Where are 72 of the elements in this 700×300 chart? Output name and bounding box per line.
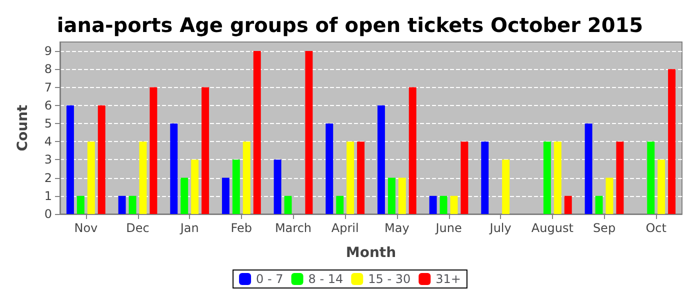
- chart-title: iana-ports Age groups of open tickets October 2015: [56, 13, 644, 37]
- x-tick-label: Oct: [646, 221, 667, 235]
- y-tick-label: 7: [44, 80, 52, 94]
- bar: [128, 196, 136, 214]
- bar: [336, 196, 344, 214]
- legend-label: 15 - 30: [368, 272, 411, 286]
- bar: [357, 142, 365, 214]
- legend-label: 31+: [436, 272, 461, 286]
- x-tick-label: April: [331, 221, 359, 235]
- y-tick-label: 1: [44, 188, 52, 203]
- bar: [668, 69, 676, 214]
- bar: [658, 160, 666, 214]
- y-tick-label: 3: [44, 152, 52, 167]
- x-tick-label: March: [274, 221, 312, 235]
- bar: [606, 178, 614, 214]
- bar: [584, 123, 592, 214]
- legend-label: 8 - 14: [308, 272, 344, 286]
- bar: [284, 196, 292, 214]
- bar: [98, 105, 106, 214]
- bar: [346, 142, 354, 214]
- x-tick-label: Sep: [592, 221, 616, 235]
- bar: [554, 142, 562, 214]
- bar: [326, 123, 334, 214]
- bar: [450, 196, 458, 214]
- bar: [440, 196, 448, 214]
- x-tick-label: May: [384, 221, 410, 235]
- y-axis-title: Count: [15, 104, 31, 152]
- bar: [647, 142, 655, 214]
- bar: [66, 105, 74, 214]
- x-tick-label: Feb: [230, 221, 252, 235]
- bar: [150, 87, 158, 214]
- bar: [180, 178, 188, 214]
- bar: [388, 178, 396, 214]
- bar: [222, 178, 230, 214]
- y-tick-label: 6: [44, 98, 52, 112]
- bar: [398, 178, 406, 214]
- bar: [253, 51, 261, 214]
- bar: [191, 160, 199, 214]
- y-tick-label: 2: [44, 170, 52, 185]
- bar: [616, 142, 624, 214]
- bar: [232, 160, 240, 214]
- bar: [564, 196, 572, 214]
- y-tick-label: 9: [44, 44, 52, 58]
- x-tick-label: Jan: [179, 221, 199, 235]
- bar: [76, 196, 84, 214]
- bar: [502, 160, 510, 214]
- bar: [274, 160, 282, 214]
- bar: [543, 142, 551, 214]
- bar: [481, 142, 489, 214]
- x-tick-label: July: [488, 221, 512, 235]
- x-tick-label: Nov: [74, 221, 98, 235]
- bar: [139, 142, 147, 214]
- x-axis-title: Month: [346, 245, 396, 261]
- bar: [305, 51, 313, 214]
- bar: [202, 87, 210, 214]
- bar: [118, 196, 126, 214]
- bar: [377, 105, 385, 214]
- legend-label: 0 - 7: [256, 272, 284, 286]
- y-tick-label: 4: [44, 134, 52, 149]
- x-tick-label: August: [531, 221, 574, 235]
- bar: [242, 142, 250, 214]
- bar: [460, 142, 468, 214]
- x-tick-label: Dec: [126, 221, 150, 235]
- y-tick-label: 5: [44, 116, 52, 130]
- bar: [170, 123, 178, 214]
- x-tick-label: June: [434, 221, 462, 235]
- y-tick-label: 8: [44, 62, 52, 76]
- bar: [595, 196, 603, 214]
- bar: [429, 196, 437, 214]
- bar: [87, 142, 95, 214]
- y-tick-label: 0: [44, 207, 52, 221]
- bar: [408, 87, 416, 214]
